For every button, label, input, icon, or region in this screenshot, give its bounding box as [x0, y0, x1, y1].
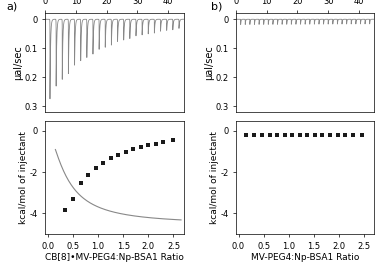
Point — [327, 132, 333, 137]
Point — [282, 132, 288, 137]
Point — [335, 133, 341, 137]
Text: a): a) — [7, 2, 18, 12]
Point — [274, 133, 280, 137]
Point — [100, 161, 106, 165]
Point — [350, 133, 356, 137]
Point — [289, 133, 295, 137]
Point — [267, 132, 273, 137]
Point — [342, 132, 348, 137]
Point — [62, 208, 68, 213]
Point — [123, 150, 129, 154]
Point — [108, 156, 114, 161]
X-axis label: MV-PEG4:Np-BSA1 Ratio: MV-PEG4:Np-BSA1 Ratio — [251, 253, 359, 263]
Point — [259, 133, 265, 137]
Point — [319, 133, 325, 137]
Point — [70, 196, 76, 201]
Y-axis label: kcal/mol of injectant: kcal/mol of injectant — [210, 131, 219, 224]
Point — [160, 140, 166, 144]
Y-axis label: μal/sec: μal/sec — [204, 45, 214, 80]
Point — [130, 147, 136, 152]
Point — [243, 133, 249, 137]
Point — [251, 132, 257, 137]
Point — [153, 141, 159, 146]
Y-axis label: kcal/mol of injectant: kcal/mol of injectant — [19, 131, 28, 224]
Point — [115, 153, 121, 157]
Point — [77, 181, 84, 185]
Point — [304, 133, 310, 137]
X-axis label: CB[8]•MV-PEG4:Np-BSA1 Ratio: CB[8]•MV-PEG4:Np-BSA1 Ratio — [45, 253, 184, 263]
Point — [93, 166, 99, 170]
Point — [312, 132, 318, 137]
Point — [145, 143, 151, 147]
Point — [85, 172, 91, 177]
Point — [359, 132, 365, 137]
Point — [138, 145, 144, 150]
Y-axis label: μal/sec: μal/sec — [13, 45, 23, 80]
Point — [170, 137, 177, 142]
Text: b): b) — [211, 2, 223, 12]
Point — [297, 132, 303, 137]
